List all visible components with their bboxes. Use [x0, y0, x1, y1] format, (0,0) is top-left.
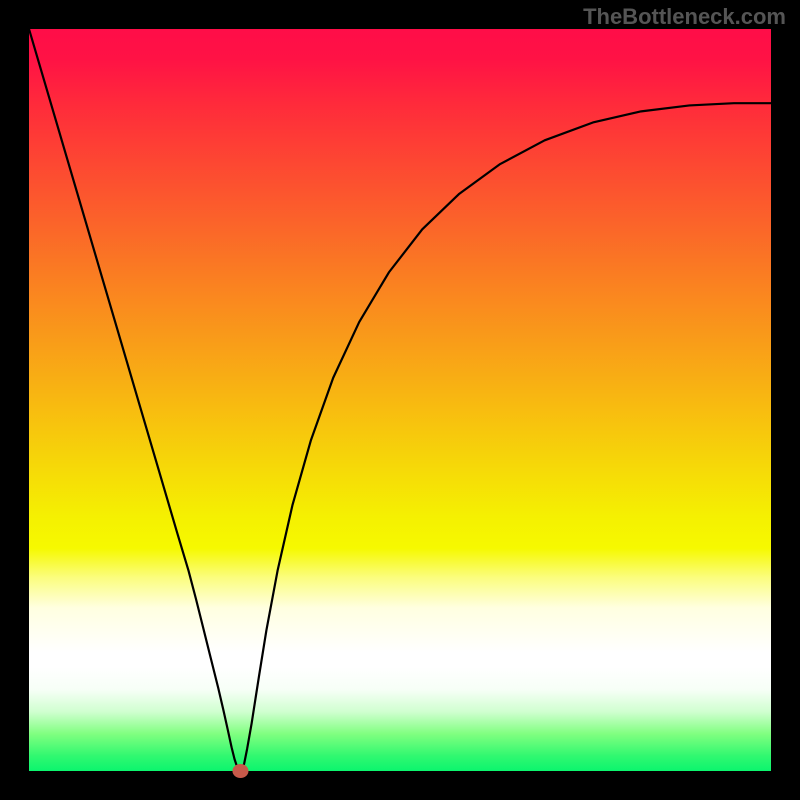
chart-svg: [0, 0, 800, 800]
plot-background: [29, 29, 771, 771]
bottleneck-chart: TheBottleneck.com: [0, 0, 800, 800]
optimum-marker: [232, 764, 248, 778]
watermark-text: TheBottleneck.com: [583, 4, 786, 30]
